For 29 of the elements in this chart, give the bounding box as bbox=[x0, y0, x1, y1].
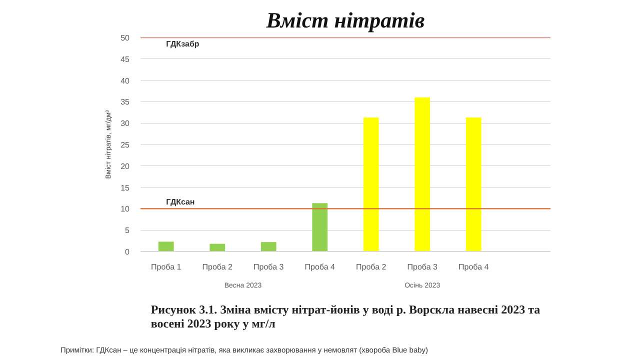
x-tick-label: Проба 3 bbox=[407, 262, 438, 272]
bar bbox=[312, 203, 328, 252]
y-tick-label: 50 bbox=[120, 34, 130, 42]
y-tick-label: 15 bbox=[120, 183, 130, 192]
bar bbox=[363, 118, 379, 252]
y-tick-label: 30 bbox=[120, 119, 130, 128]
text: Рисунок 3.1. Зміна вмісту нітрат-йонів у воді р. Ворскла навесні 2023 та восені 2023 року у мг/л bbox=[150, 302, 540, 330]
bar bbox=[158, 242, 174, 252]
ref-line-label: ГДКсан bbox=[166, 198, 195, 207]
y-tick-label: 10 bbox=[120, 204, 130, 214]
y-tick-label: 35 bbox=[120, 98, 130, 107]
y-tick-label: 20 bbox=[120, 162, 130, 171]
x-tick-label: Проба 4 bbox=[458, 262, 490, 272]
x-tick-label: Проба 3 bbox=[254, 262, 284, 272]
bar bbox=[414, 97, 430, 252]
bar bbox=[466, 118, 482, 252]
y-tick-label: 5 bbox=[125, 226, 130, 236]
y-tick-label: 0 bbox=[125, 248, 130, 256]
ref-line-label: ГДКзабр bbox=[166, 40, 200, 48]
x-tick-label: Проба 2 bbox=[356, 262, 387, 272]
y-tick-label: 45 bbox=[120, 54, 130, 64]
y-tick-label: 40 bbox=[120, 76, 130, 86]
x-tick-label: Проба 1 bbox=[151, 262, 182, 272]
x-tick-label: Проба 4 bbox=[304, 262, 336, 272]
bar bbox=[260, 242, 276, 252]
chart-title: Вміст нітратів bbox=[265, 8, 425, 32]
x-tick-label: Проба 2 bbox=[202, 262, 234, 272]
bar bbox=[210, 244, 226, 252]
y-tick-label: 25 bbox=[120, 140, 130, 150]
